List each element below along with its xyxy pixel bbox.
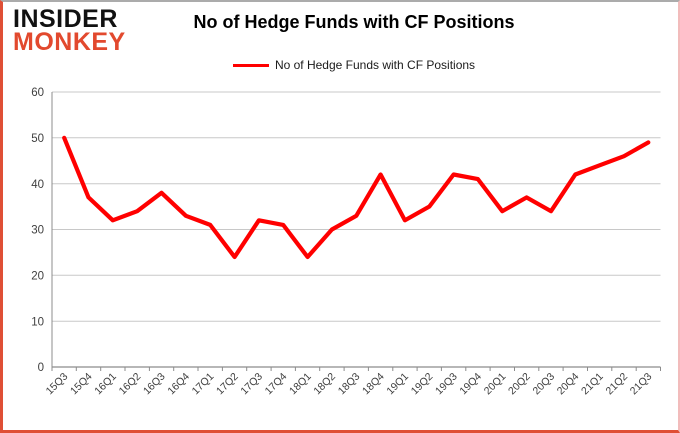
y-axis-label: 60 [31, 87, 44, 99]
x-axis-label: 19Q3 [433, 371, 460, 398]
x-axis-label: 18Q4 [360, 371, 387, 398]
y-axis-label: 50 [31, 133, 44, 145]
x-axis-label: 18Q3 [336, 371, 363, 398]
x-axis-label: 15Q4 [68, 371, 95, 398]
chart-header: No of Hedge Funds with CF Positions [52, 12, 656, 33]
x-axis-label: 16Q4 [165, 371, 192, 398]
x-axis-label: 17Q4 [263, 371, 290, 398]
x-axis-label: 18Q1 [287, 371, 314, 398]
x-axis-label: 21Q3 [628, 371, 655, 398]
x-axis-label: 19Q1 [384, 371, 411, 398]
logo-monkey-text: MONKEY [13, 28, 126, 57]
x-axis-label: 20Q4 [555, 371, 582, 398]
y-axis-label: 20 [31, 271, 44, 283]
x-axis-label: 16Q1 [92, 371, 119, 398]
chart-legend: No of Hedge Funds with CF Positions [52, 58, 656, 72]
x-axis-label: 17Q1 [190, 371, 217, 398]
insider-monkey-logo: INSIDER MONKEY [13, 5, 126, 57]
x-axis-label: 15Q3 [44, 371, 71, 398]
x-axis-label: 17Q3 [238, 371, 265, 398]
x-axis-label: 21Q1 [579, 371, 606, 398]
page-title: No of Hedge Funds with CF Positions [193, 12, 515, 32]
x-axis-label: 18Q2 [311, 371, 338, 398]
logo-insider-text: INSIDER [13, 5, 118, 33]
legend-label: No of Hedge Funds with CF Positions [274, 58, 476, 72]
x-axis-label: 20Q1 [482, 371, 509, 398]
y-axis-label: 10 [31, 316, 44, 328]
x-axis-label: 16Q3 [141, 371, 168, 398]
y-axis-label: 0 [38, 362, 44, 374]
y-axis-label: 30 [31, 225, 44, 237]
x-axis-label: 19Q4 [457, 371, 484, 398]
x-axis-label: 20Q2 [506, 371, 533, 398]
x-axis-label: 21Q2 [603, 371, 630, 398]
x-axis-label: 17Q2 [214, 371, 241, 398]
x-axis-label: 20Q3 [530, 371, 557, 398]
x-axis-label: 19Q2 [409, 371, 436, 398]
legend-line-swatch [232, 63, 269, 67]
y-axis-label: 40 [31, 179, 44, 191]
x-axis-label: 16Q2 [117, 371, 144, 398]
series-line-cf [62, 135, 651, 260]
chart-svg: 010203040506015Q315Q416Q116Q216Q316Q417Q… [31, 87, 661, 398]
